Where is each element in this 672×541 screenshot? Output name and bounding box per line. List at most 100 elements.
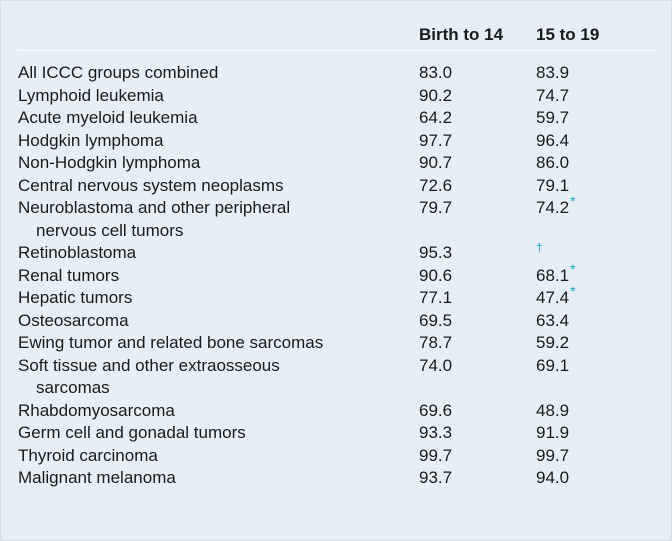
row-value-birth-to-14: 93.7 <box>419 468 453 487</box>
row-label: Neuroblastoma and other peripheral <box>18 198 291 217</box>
row-value-15-to-19: 59.7 <box>536 107 656 130</box>
table-row: Thyroid carcinoma 99.7 99.7 <box>18 445 656 468</box>
row-value-15-to-19: 99.7 <box>536 445 656 468</box>
row-value-15-to-19-text: 63.4 <box>536 310 570 330</box>
row-label: Osteosarcoma <box>18 310 129 330</box>
row-cancer-type: Soft tissue and other extraosseous sarcom… <box>18 355 419 400</box>
dagger-footnote-mark: † <box>536 240 543 255</box>
row-cancer-type: Ewing tumor and related bone sarcomas <box>18 332 419 355</box>
row-value-15-to-19-text: 96.4 <box>536 130 570 150</box>
row-label: Hepatic tumors <box>18 288 133 307</box>
row-value-15-to-19-text: 79.1 <box>536 175 570 195</box>
row-value-15-to-19: 68.1* <box>536 262 656 288</box>
row-value-15-to-19-text: 83.9 <box>536 63 570 82</box>
row-value-15-to-19-text: 47.4 <box>536 288 570 307</box>
row-label: Thyroid carcinoma <box>18 445 158 465</box>
table-row: Malignant melanoma 93.7 94.0 <box>18 467 656 490</box>
table-row: Retinoblastoma 95.3 † <box>18 240 656 265</box>
row-value-15-to-19-text: 74.7 <box>536 85 570 105</box>
row-label: Ewing tumor and related bone sarcomas <box>18 333 324 352</box>
row-label: All ICCC groups combined <box>18 63 219 82</box>
row-cancer-type: Lymphoid leukemia <box>18 85 419 108</box>
row-value-birth-to-14: 95.3 <box>419 243 453 262</box>
row-label: Rhabdomyosarcoma <box>18 400 175 420</box>
row-value-15-to-19-text: 69.1 <box>536 355 570 375</box>
row-value-birth-to-14: 97.7 <box>419 130 453 150</box>
asterisk-footnote-mark: * <box>570 193 576 210</box>
row-label: Retinoblastoma <box>18 243 137 262</box>
row-cancer-type: Retinoblastoma <box>18 242 419 265</box>
row-value-15-to-19-text: 68.1 <box>536 265 570 285</box>
row-value-birth-to-14: 74.0 <box>419 355 453 375</box>
table-row: Germ cell and gonadal tumors 93.3 91.9 <box>18 422 656 445</box>
row-label: Soft tissue and other extraosseous <box>18 355 280 375</box>
table-row: Hepatic tumors 77.1 47.4* <box>18 284 656 310</box>
table-row: Ewing tumor and related bone sarcomas 78.… <box>18 332 656 355</box>
header-15-to-19: 15 to 19 <box>536 1 656 51</box>
table-row: Neuroblastoma and other peripheral nervou… <box>18 194 656 242</box>
row-value-15-to-19-text: 99.7 <box>536 445 570 465</box>
row-label: Lymphoid leukemia <box>18 85 164 105</box>
row-label: Malignant melanoma <box>18 468 176 487</box>
row-value-15-to-19-text: 91.9 <box>536 423 570 442</box>
header-birth-to-14: Birth to 14 <box>419 1 536 51</box>
row-value-15-to-19-text: 59.2 <box>536 333 570 352</box>
row-value-15-to-19-text: 48.9 <box>536 400 570 420</box>
row-label: Germ cell and gonadal tumors <box>18 423 246 442</box>
row-cancer-type: Acute myeloid leukemia <box>18 107 419 130</box>
row-label-continued: nervous cell tumors <box>36 220 184 240</box>
row-value-15-to-19-text: 86.0 <box>536 153 570 172</box>
table-row: Rhabdomyosarcoma 69.6 48.9 <box>18 400 656 423</box>
row-value-15-to-19: 79.1 <box>536 175 656 198</box>
row-cancer-type: Non-Hodgkin lymphoma <box>18 152 419 175</box>
header-cancer-type <box>18 1 419 51</box>
row-value-15-to-19-text: 74.2 <box>536 198 570 217</box>
row-value-15-to-19-text: 94.0 <box>536 468 570 487</box>
asterisk-footnote-mark: * <box>570 283 576 300</box>
row-cancer-type: Renal tumors <box>18 265 419 288</box>
row-value-birth-to-14: 69.6 <box>419 400 453 420</box>
row-cancer-type: Neuroblastoma and other peripheral nervou… <box>18 197 419 242</box>
row-value-birth-to-14: 90.6 <box>419 265 453 285</box>
row-value-birth-to-14: 83.0 <box>419 63 453 82</box>
row-label: Non-Hodgkin lymphoma <box>18 153 201 172</box>
asterisk-footnote-mark: * <box>570 260 576 277</box>
table-row: All ICCC groups combined 83.0 83.9 <box>18 51 656 85</box>
row-value-15-to-19: 63.4 <box>536 310 656 333</box>
row-cancer-type: Osteosarcoma <box>18 310 419 333</box>
row-value-15-to-19: 83.9 <box>536 51 656 85</box>
row-value-birth-to-14: 90.2 <box>419 85 453 105</box>
row-value-birth-to-14: 77.1 <box>419 288 453 307</box>
row-value-15-to-19: 74.2* <box>536 194 656 242</box>
row-value-birth-to-14: 79.7 <box>419 198 453 217</box>
row-value-15-to-19: 59.2 <box>536 332 656 355</box>
table-row: Soft tissue and other extraosseous sarcom… <box>18 355 656 400</box>
table-header-row: Birth to 14 15 to 19 <box>18 1 656 51</box>
row-value-15-to-19: 91.9 <box>536 422 656 445</box>
row-cancer-type: All ICCC groups combined <box>18 51 419 85</box>
row-label: Central nervous system neoplasms <box>18 175 284 195</box>
table-row: Hodgkin lymphoma 97.7 96.4 <box>18 130 656 153</box>
row-value-birth-to-14: 64.2 <box>419 108 453 127</box>
row-cancer-type: Central nervous system neoplasms <box>18 175 419 198</box>
table-row: Renal tumors 90.6 68.1* <box>18 262 656 288</box>
row-value-15-to-19: † <box>536 240 656 265</box>
row-value-birth-to-14: 90.7 <box>419 153 453 172</box>
survival-rate-table: Birth to 14 15 to 19 All ICCC groups com… <box>18 1 656 490</box>
row-label: Acute myeloid leukemia <box>18 108 198 127</box>
row-value-15-to-19: 96.4 <box>536 130 656 153</box>
row-value-birth-to-14: 72.6 <box>419 175 453 195</box>
row-label: Hodgkin lymphoma <box>18 130 164 150</box>
table-body: All ICCC groups combined 83.0 83.9 Lymphoid… <box>18 51 656 490</box>
row-value-15-to-19-text: 59.7 <box>536 108 570 127</box>
row-value-birth-to-14: 99.7 <box>419 445 453 465</box>
row-value-15-to-19: 94.0 <box>536 467 656 490</box>
row-value-birth-to-14: 78.7 <box>419 333 453 352</box>
row-cancer-type: Germ cell and gonadal tumors <box>18 422 419 445</box>
row-cancer-type: Rhabdomyosarcoma <box>18 400 419 423</box>
row-value-15-to-19: 47.4* <box>536 284 656 310</box>
row-value-15-to-19: 48.9 <box>536 400 656 423</box>
row-value-15-to-19: 86.0 <box>536 152 656 175</box>
row-value-birth-to-14: 69.5 <box>419 310 453 330</box>
row-cancer-type: Malignant melanoma <box>18 467 419 490</box>
